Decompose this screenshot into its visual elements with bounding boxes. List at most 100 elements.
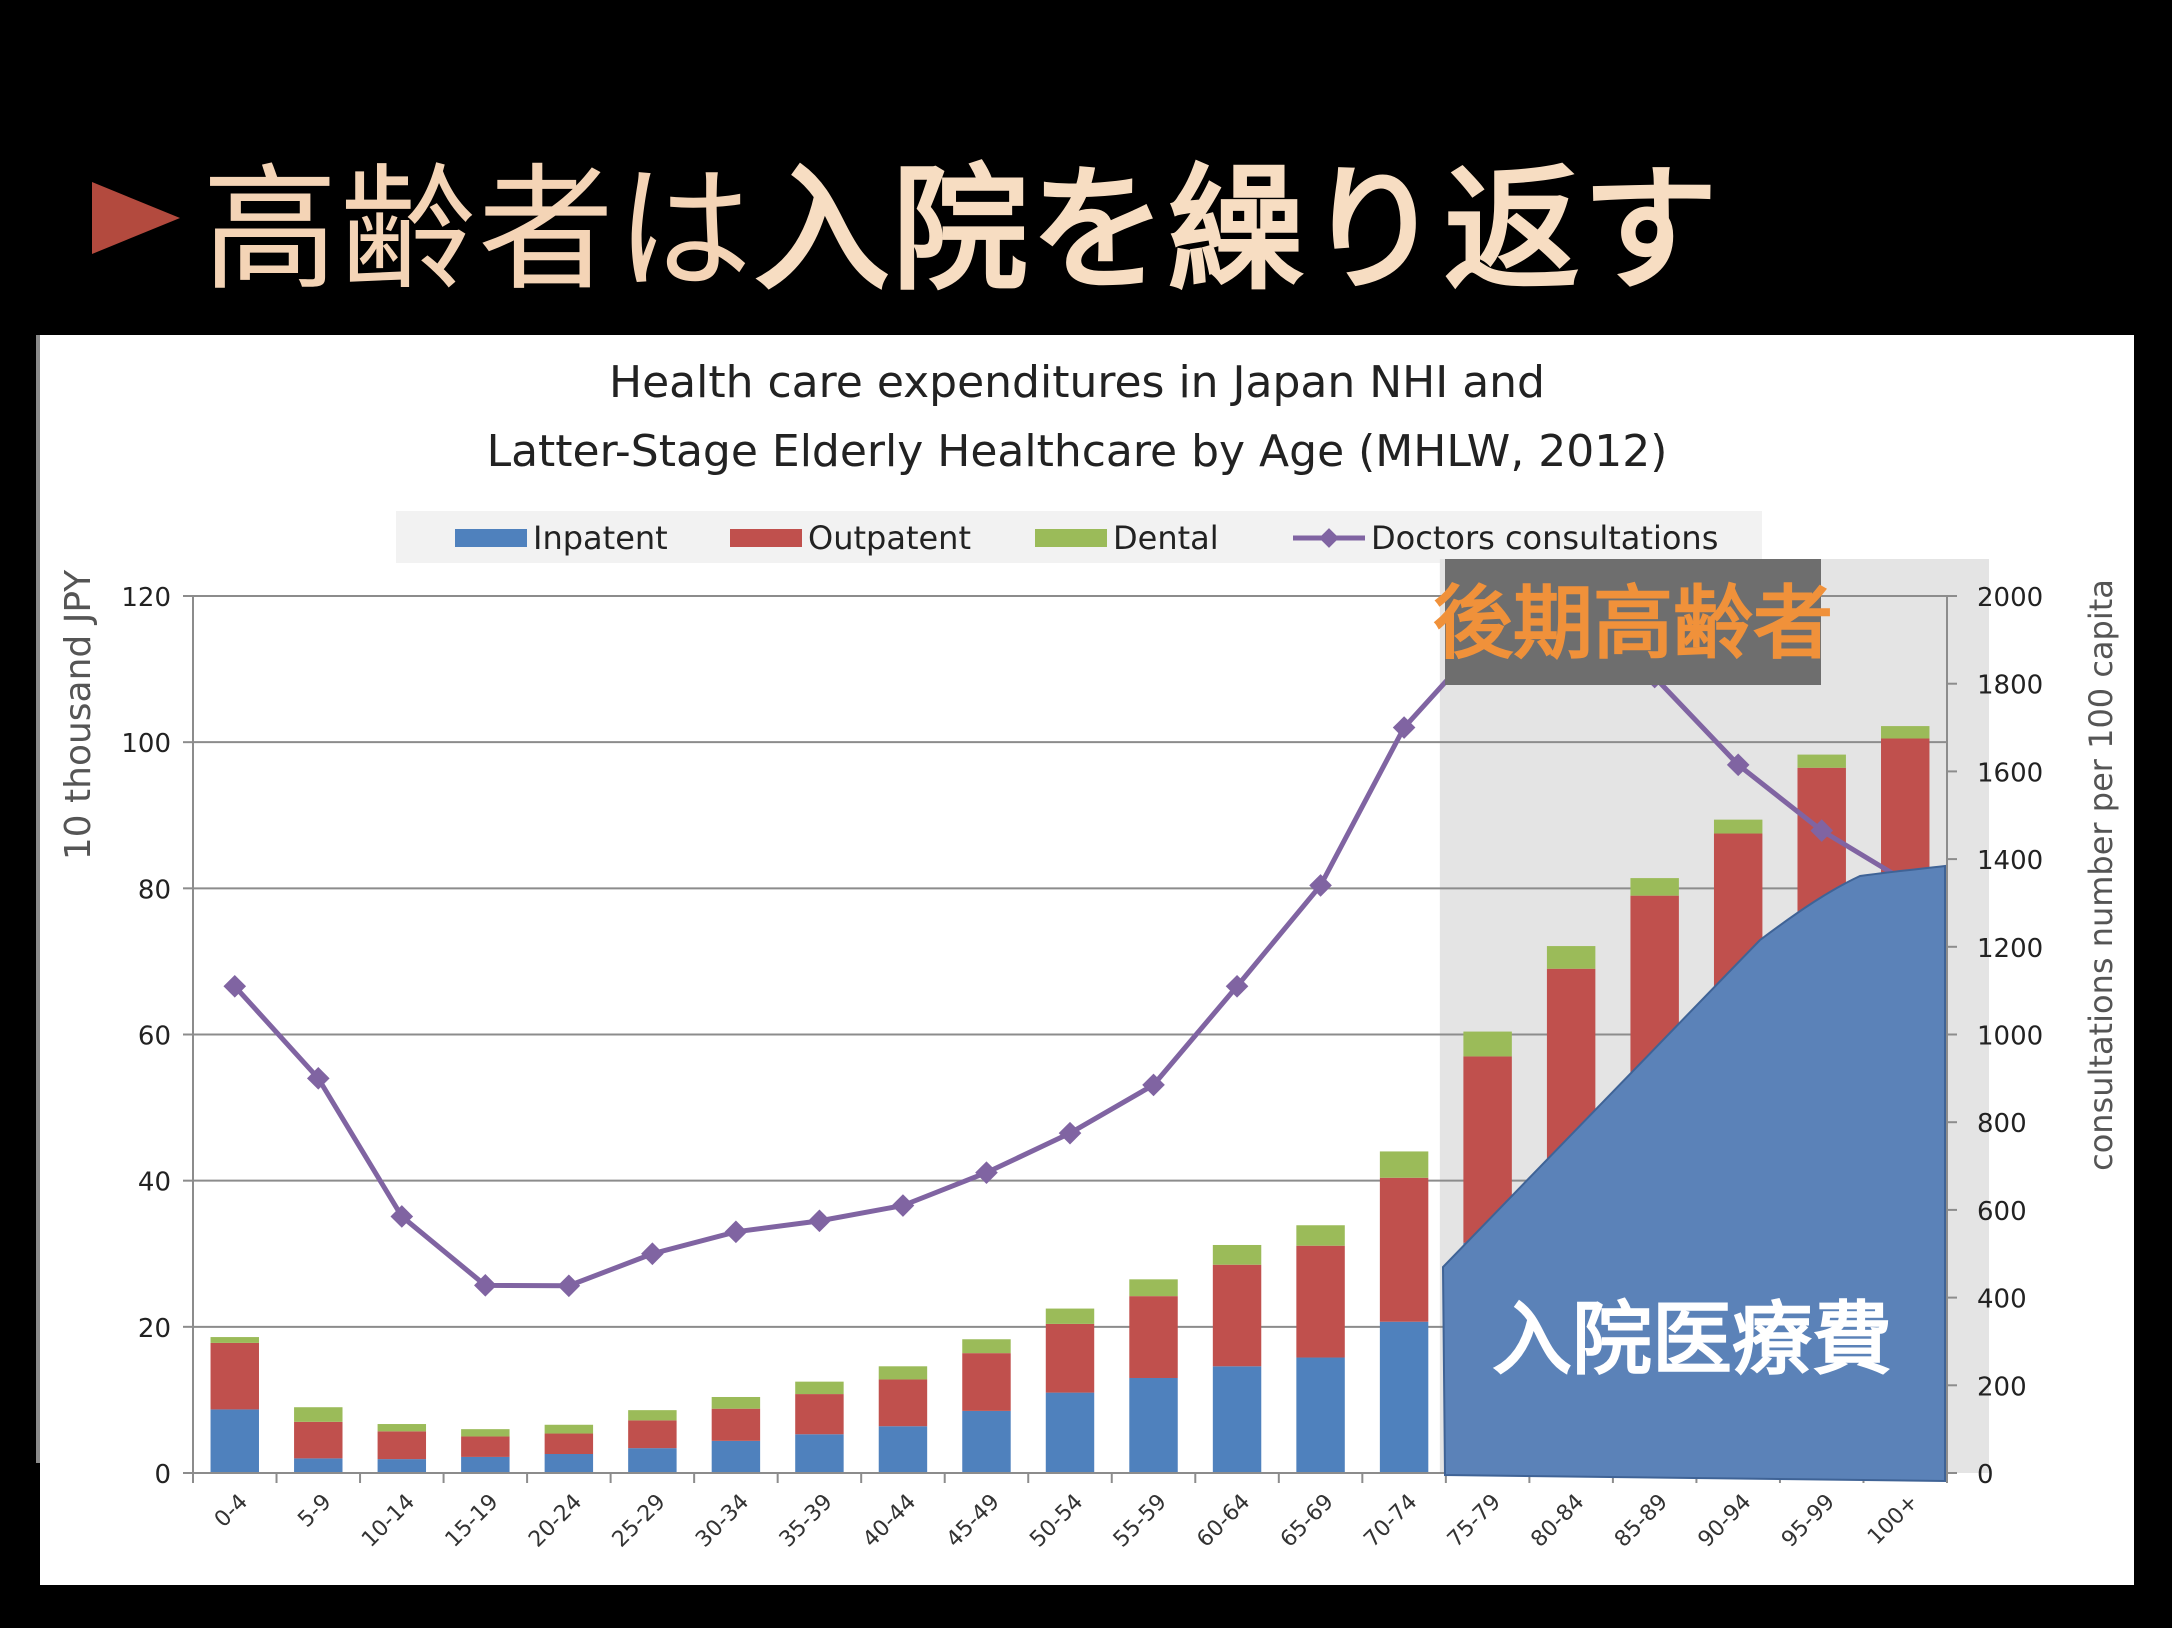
line-point — [1142, 1073, 1165, 1097]
bar-dental — [711, 1396, 761, 1409]
line-point — [1225, 974, 1249, 998]
x-tick-label: 10-14 — [357, 1490, 420, 1553]
bar-dental — [795, 1381, 844, 1395]
x-tick-label: 25-29 — [608, 1490, 671, 1553]
bar-inpatent — [962, 1410, 1011, 1473]
y2-tick-label: 800 — [1977, 1109, 2027, 1139]
line-point — [724, 1220, 748, 1244]
line-point — [641, 1242, 664, 1266]
x-tick-label: 70-74 — [1359, 1490, 1422, 1553]
x-tick-label: 60-64 — [1192, 1490, 1255, 1553]
bar-outpatent — [1296, 1245, 1345, 1358]
line-point — [1392, 716, 1416, 739]
x-tick-label: 40-44 — [858, 1490, 921, 1553]
line-point — [557, 1274, 581, 1298]
elderly-label-band — [1445, 559, 1821, 685]
bar-inpatent — [711, 1440, 761, 1473]
x-tick-label: 35-39 — [775, 1490, 838, 1553]
bar-dental — [1129, 1279, 1178, 1297]
x-tick-label: 65-69 — [1276, 1490, 1339, 1553]
y2-tick-label: 400 — [1977, 1285, 2027, 1315]
bar-dental — [377, 1424, 427, 1432]
legend-label: Inpatent — [533, 519, 668, 557]
bar-outpatent — [461, 1436, 510, 1457]
bar-inpatent — [544, 1453, 594, 1473]
x-tick-label: 80-84 — [1526, 1490, 1589, 1553]
x-tick-label: 85-89 — [1610, 1490, 1673, 1553]
play-triangle-icon — [92, 182, 180, 254]
bar-dental — [1463, 1031, 1512, 1057]
legend-label: Outpatent — [808, 519, 971, 557]
bar-outpatent — [377, 1431, 427, 1460]
y-tick-label: 20 — [138, 1314, 171, 1344]
bar-dental — [628, 1410, 677, 1421]
x-tick-label: 55-59 — [1109, 1490, 1172, 1553]
x-tick-label: 0-4 — [210, 1490, 253, 1533]
line-point — [808, 1209, 831, 1233]
y-tick-label: 0 — [154, 1460, 171, 1490]
bar-inpatent — [1129, 1377, 1178, 1473]
bar-inpatent — [210, 1409, 259, 1473]
y-tick-label: 60 — [138, 1022, 171, 1052]
y2-axis-label: consultations number per 100 capita — [2082, 579, 2120, 1171]
bar-dental — [1797, 754, 1846, 768]
bar-dental — [878, 1366, 928, 1380]
bar-outpatent — [210, 1342, 259, 1410]
title-plain: 高齢者は — [202, 151, 754, 310]
bar-dental — [1212, 1244, 1262, 1265]
y-axis-label: 10 thousand JPY — [58, 569, 99, 860]
bar-inpatent — [461, 1456, 510, 1473]
bar-outpatent — [1379, 1177, 1429, 1322]
bar-outpatent — [1129, 1296, 1178, 1378]
bar-inpatent — [878, 1426, 928, 1473]
chart-title: Health care expenditures in Japan NHI an… — [609, 357, 1545, 408]
inpatient-cost-label: 入院医療費 — [1492, 1293, 1892, 1386]
bar-inpatent — [294, 1458, 343, 1473]
bar-inpatent — [1296, 1357, 1345, 1473]
line-point — [390, 1205, 414, 1228]
line-point — [1058, 1121, 1082, 1145]
bar-outpatent — [1045, 1323, 1095, 1393]
x-tick-label: 50-54 — [1025, 1490, 1088, 1553]
bar-inpatent — [795, 1434, 844, 1473]
bar-outpatent — [294, 1421, 343, 1459]
x-tick-label: 30-34 — [691, 1490, 754, 1553]
y-tick-label: 100 — [121, 729, 171, 759]
bar-outpatent — [795, 1394, 844, 1435]
title-bold: 入院を繰り返す — [754, 151, 1720, 310]
x-tick-label: 90-94 — [1694, 1490, 1757, 1553]
bar-inpatent — [1212, 1366, 1262, 1473]
elderly-label: 後期高齢者 — [1433, 577, 1833, 670]
line-point — [891, 1194, 915, 1217]
x-tick-label: 100+ — [1863, 1490, 1923, 1550]
bar-dental — [1713, 819, 1763, 834]
y2-tick-label: 1000 — [1977, 1022, 2043, 1052]
bar-outpatent — [878, 1379, 928, 1427]
bar-outpatent — [1212, 1264, 1262, 1367]
bar-dental — [1296, 1225, 1345, 1246]
legend-label: Dental — [1113, 519, 1219, 557]
legend-label: Doctors consultations — [1371, 519, 1718, 557]
bar-outpatent — [544, 1433, 594, 1454]
inpatient-cost-area — [1441, 864, 1946, 1483]
bar-inpatent — [377, 1459, 427, 1473]
line-point — [474, 1274, 497, 1297]
x-tick-label: 75-79 — [1443, 1490, 1506, 1553]
bar-dental — [1546, 946, 1596, 969]
bar-outpatent — [628, 1420, 677, 1449]
y-tick-label: 80 — [138, 875, 171, 905]
bar-dental — [1630, 878, 1679, 896]
x-tick-label: 20-24 — [524, 1490, 587, 1553]
bar-outpatent — [1881, 738, 1930, 874]
bar-dental — [1379, 1151, 1429, 1178]
bar-inpatent — [628, 1448, 677, 1473]
line-point — [1309, 874, 1332, 897]
bar-outpatent — [962, 1353, 1011, 1411]
legend-swatch — [455, 529, 527, 547]
slide-title: 高齢者は入院を繰り返す — [92, 138, 1720, 310]
slide-title-text: 高齢者は入院を繰り返す — [202, 120, 1720, 317]
x-tick-label: 15-19 — [441, 1490, 504, 1553]
bar-dental — [962, 1339, 1011, 1354]
chart-subtitle: Latter-Stage Elderly Healthcare by Age (… — [487, 426, 1668, 477]
y2-tick-label: 2000 — [1977, 583, 2043, 613]
